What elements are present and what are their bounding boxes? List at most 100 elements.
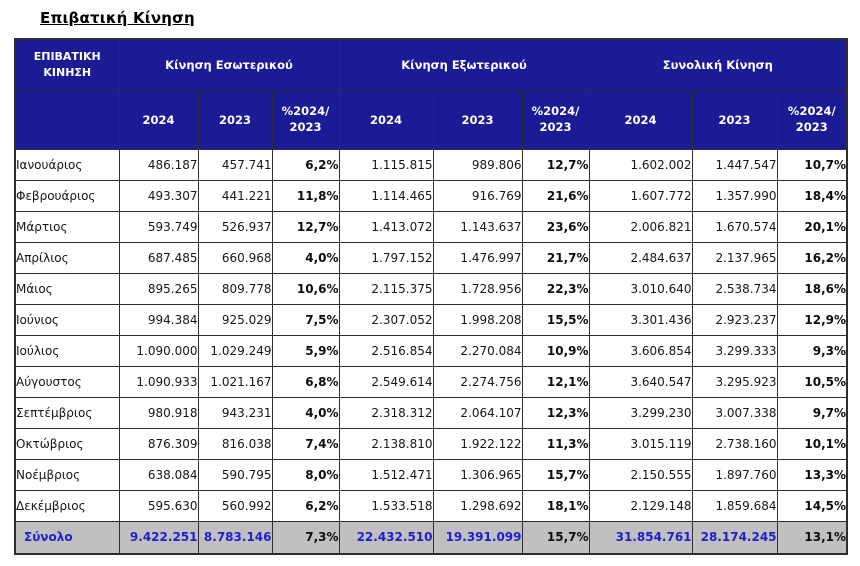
value-cell: 2.138.810: [338, 427, 434, 460]
value-cell: 3.299.230: [588, 396, 693, 429]
value-cell: 457.741: [197, 148, 273, 181]
value-cell: 1.670.574: [691, 210, 778, 243]
pct-header-line2: 2023: [289, 120, 322, 134]
month-cell: Μάιος: [14, 272, 120, 305]
value-cell: 3.299.333: [691, 334, 778, 367]
value-cell: 638.084: [118, 458, 199, 491]
percent-cell: 15,5%: [521, 303, 590, 336]
total-value-cell: 31.854.761: [588, 520, 693, 555]
table-row: Ιανουάριος 486.187 457.741 6,2% 1.115.815 989…: [14, 148, 848, 181]
subheader-international-2024: 2024: [338, 90, 434, 150]
value-cell: 3.301.436: [588, 303, 693, 336]
table-row: Μάρτιος 593.749 526.937 12,7% 1.413.072 1.143…: [14, 210, 848, 243]
month-cell: Μάρτιος: [14, 210, 120, 243]
value-cell: 989.806: [432, 148, 523, 181]
table-row: Δεκέμβριος 595.630 560.992 6,2% 1.533.518 1.2…: [14, 489, 848, 522]
percent-cell: 9,7%: [776, 396, 848, 429]
passenger-traffic-table: ΕΠΙΒΑΤΙΚΗ ΚΙΝΗΣΗ Κίνηση Εσωτερικού Κίνησ…: [14, 38, 849, 555]
pct-header-line2: 2023: [539, 120, 572, 134]
value-cell: 3.606.854: [588, 334, 693, 367]
value-cell: 3.010.640: [588, 272, 693, 305]
value-cell: 3.007.338: [691, 396, 778, 429]
percent-cell: 9,3%: [776, 334, 848, 367]
value-cell: 816.038: [197, 427, 273, 460]
total-percent-cell: 15,7%: [521, 520, 590, 555]
pct-header-line1: %2024/: [281, 104, 330, 119]
pct-header-line2: 2023: [795, 120, 828, 134]
percent-cell: 22,3%: [521, 272, 590, 305]
value-cell: 2.270.084: [432, 334, 523, 367]
table-row: Ιούλιος 1.090.000 1.029.249 5,9% 2.516.854 2.…: [14, 334, 848, 367]
value-cell: 493.307: [118, 179, 199, 212]
value-cell: 2.064.107: [432, 396, 523, 429]
percent-cell: 21,7%: [521, 241, 590, 274]
percent-cell: 5,9%: [271, 334, 340, 367]
percent-cell: 13,3%: [776, 458, 848, 491]
value-cell: 916.769: [432, 179, 523, 212]
percent-cell: 16,2%: [776, 241, 848, 274]
month-cell: Οκτώβριος: [14, 427, 120, 460]
value-cell: 2.484.637: [588, 241, 693, 274]
total-value-cell: 28.174.245: [691, 520, 778, 555]
value-cell: 1.607.772: [588, 179, 693, 212]
table-row: Νοέμβριος 638.084 590.795 8,0% 1.512.471 1.30…: [14, 458, 848, 491]
value-cell: 526.937: [197, 210, 273, 243]
value-cell: 2.006.821: [588, 210, 693, 243]
percent-cell: 12,3%: [521, 396, 590, 429]
percent-cell: 4,0%: [271, 396, 340, 429]
value-cell: 486.187: [118, 148, 199, 181]
value-cell: 1.998.208: [432, 303, 523, 336]
month-cell: Ιούλιος: [14, 334, 120, 367]
percent-cell: 14,5%: [776, 489, 848, 522]
percent-cell: 18,6%: [776, 272, 848, 305]
table-row: Οκτώβριος 876.309 816.038 7,4% 2.138.810 1.92…: [14, 427, 848, 460]
pct-header-line1: %2024/: [787, 104, 836, 119]
pct-header-line1: %2024/: [531, 104, 580, 119]
value-cell: 2.129.148: [588, 489, 693, 522]
table-row: Ιούνιος 994.384 925.029 7,5% 2.307.052 1.998.…: [14, 303, 848, 336]
value-cell: 1.476.997: [432, 241, 523, 274]
percent-cell: 4,0%: [271, 241, 340, 274]
total-row: Σύνολο 9.422.251 8.783.146 7,3% 22.432.5…: [14, 520, 848, 555]
percent-cell: 7,4%: [271, 427, 340, 460]
percent-cell: 6,2%: [271, 148, 340, 181]
total-value-cell: 19.391.099: [432, 520, 523, 555]
value-cell: 895.265: [118, 272, 199, 305]
value-cell: 1.922.122: [432, 427, 523, 460]
subheader-total-2024: 2024: [588, 90, 693, 150]
value-cell: 560.992: [197, 489, 273, 522]
value-cell: 2.538.734: [691, 272, 778, 305]
table-header: ΕΠΙΒΑΤΙΚΗ ΚΙΝΗΣΗ Κίνηση Εσωτερικού Κίνησ…: [14, 38, 848, 150]
corner-empty-cell: [14, 90, 120, 150]
percent-cell: 20,1%: [776, 210, 848, 243]
value-cell: 2.738.160: [691, 427, 778, 460]
subheader-total-pct: %2024/2023: [776, 90, 848, 150]
value-cell: 2.274.756: [432, 365, 523, 398]
percent-cell: 8,0%: [271, 458, 340, 491]
value-cell: 994.384: [118, 303, 199, 336]
value-cell: 1.413.072: [338, 210, 434, 243]
value-cell: 1.114.465: [338, 179, 434, 212]
value-cell: 687.485: [118, 241, 199, 274]
table-body: Ιανουάριος 486.187 457.741 6,2% 1.115.815 989…: [14, 148, 848, 522]
value-cell: 1.728.956: [432, 272, 523, 305]
value-cell: 2.923.237: [691, 303, 778, 336]
value-cell: 3.295.923: [691, 365, 778, 398]
value-cell: 2.549.614: [338, 365, 434, 398]
value-cell: 1.897.760: [691, 458, 778, 491]
month-cell: Απρίλιος: [14, 241, 120, 274]
group-header-domestic: Κίνηση Εσωτερικού: [118, 38, 340, 92]
month-cell: Αύγουστος: [14, 365, 120, 398]
month-cell: Ιούνιος: [14, 303, 120, 336]
total-value-cell: 8.783.146: [197, 520, 273, 555]
percent-cell: 12,9%: [776, 303, 848, 336]
value-cell: 925.029: [197, 303, 273, 336]
percent-cell: 18,4%: [776, 179, 848, 212]
month-cell: Φεβρουάριος: [14, 179, 120, 212]
value-cell: 1.447.547: [691, 148, 778, 181]
table-row: Μάιος 895.265 809.778 10,6% 2.115.375 1.728.9…: [14, 272, 848, 305]
percent-cell: 12,7%: [521, 148, 590, 181]
value-cell: 3.015.119: [588, 427, 693, 460]
percent-cell: 12,1%: [521, 365, 590, 398]
subheader-international-pct: %2024/2023: [521, 90, 590, 150]
